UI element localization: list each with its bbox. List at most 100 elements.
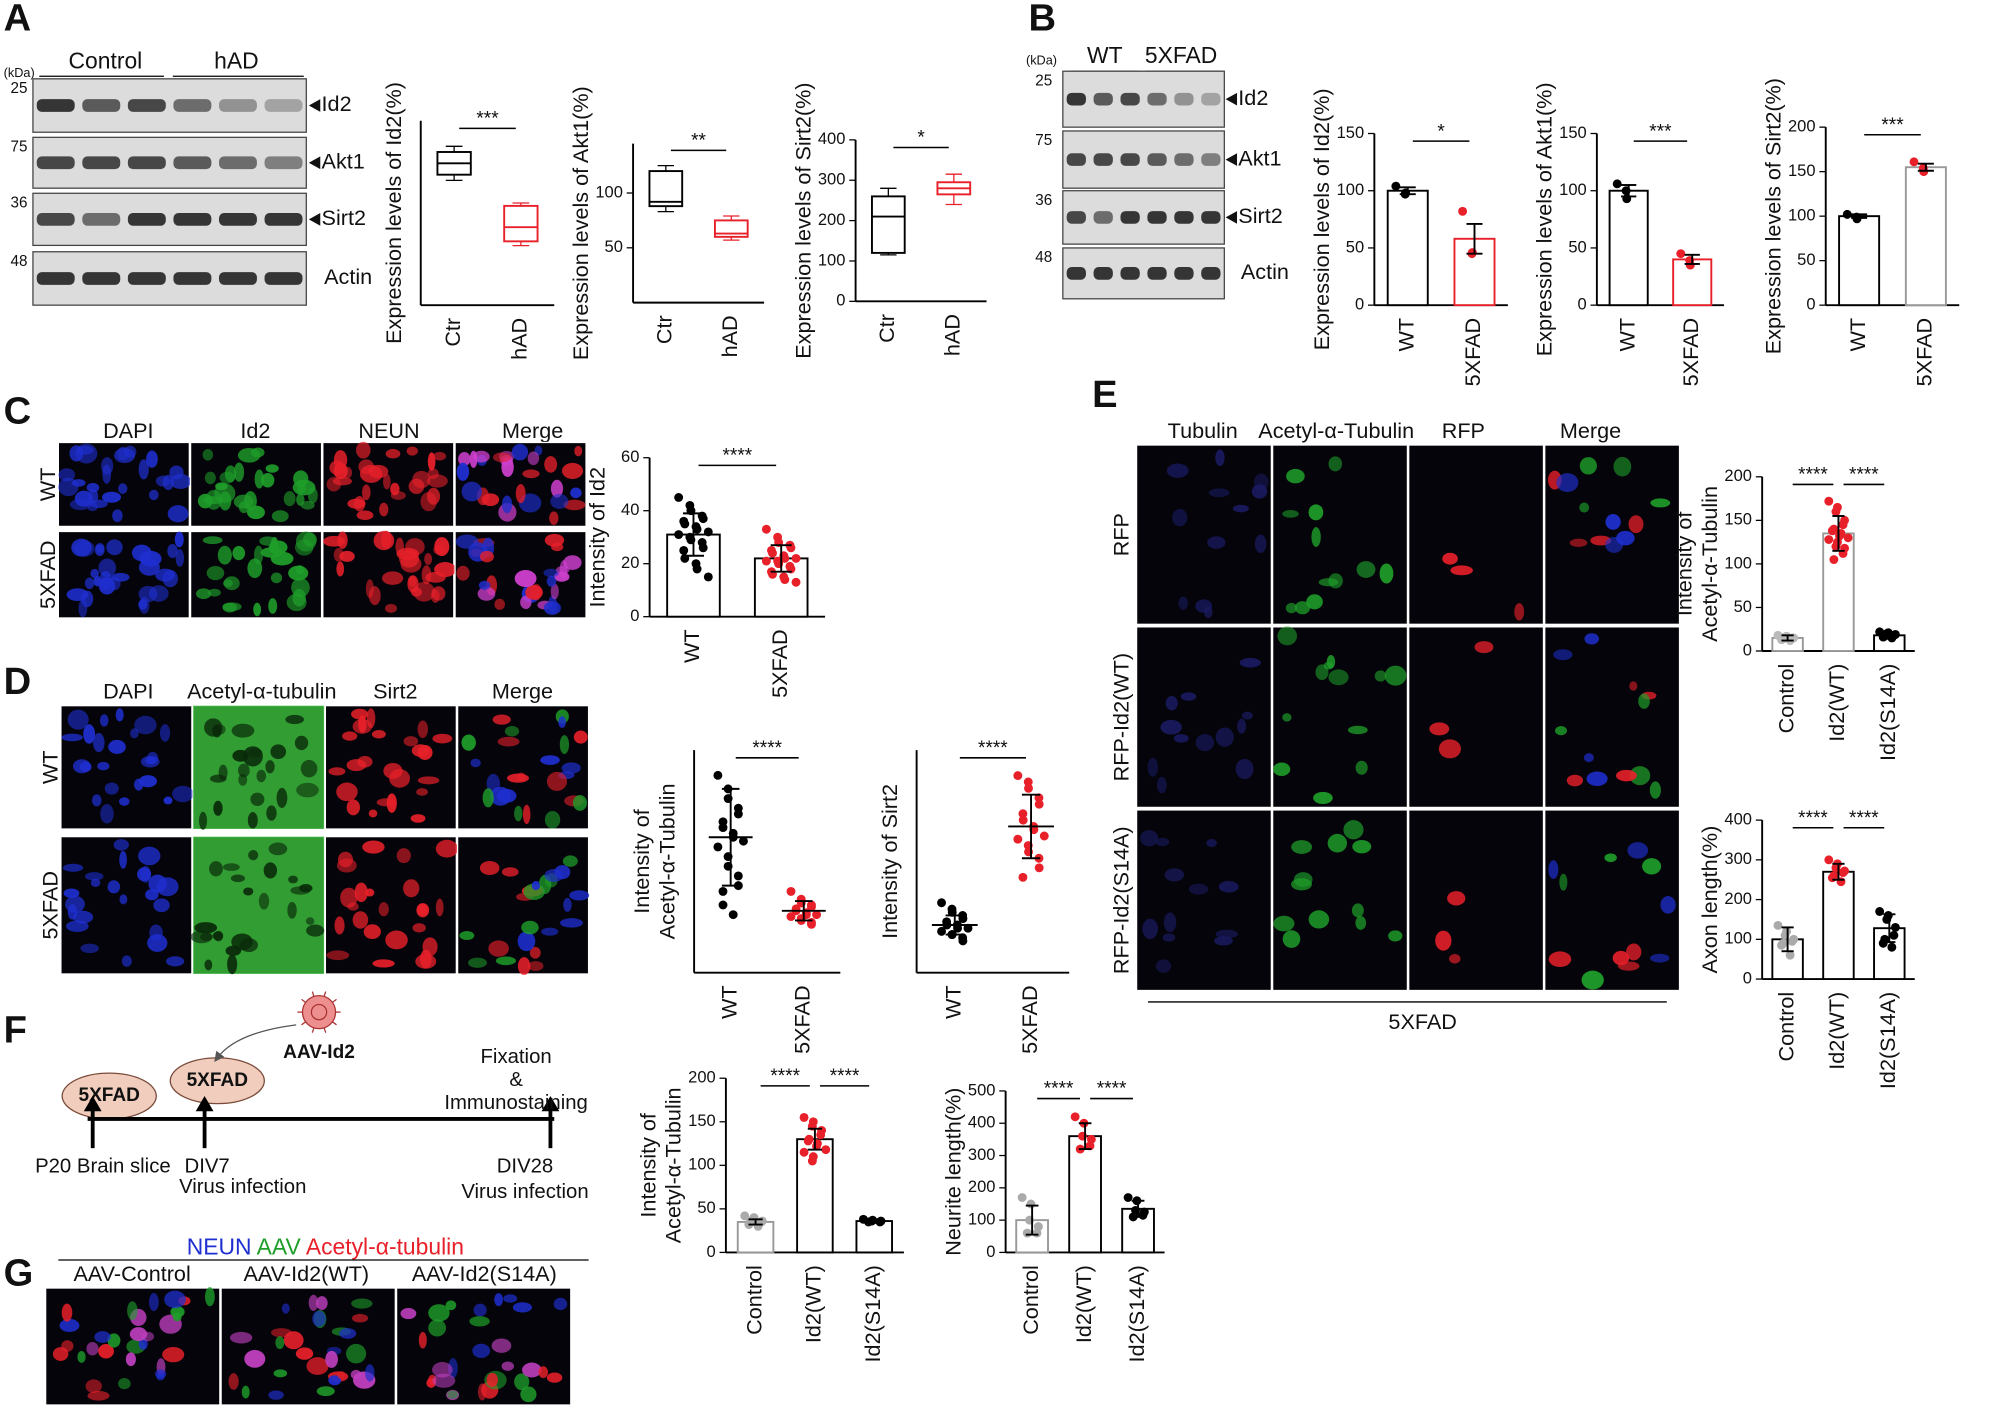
data-point [1785,950,1795,960]
cell [412,470,431,489]
y-tick-label: 300 [968,1145,996,1164]
x-tick-label: 5XFAD [767,629,792,697]
cell [202,536,223,545]
cell [1548,860,1559,879]
cell [1474,641,1494,654]
blot [1062,130,1225,189]
cell [352,911,369,929]
x-tick-label: hAD [507,318,532,360]
cell [514,805,523,822]
cell [258,892,270,910]
y-axis-label: Axon length(%) [1697,826,1722,974]
cell [287,901,297,919]
data-point [1013,834,1023,844]
cell [351,1313,369,1323]
data-point [1831,507,1841,517]
cell [209,774,227,783]
virus-core [310,1003,328,1021]
cell [416,788,428,796]
cell [61,1340,74,1352]
cell [511,443,529,461]
cell [232,545,246,561]
cell [67,709,89,730]
x-tick-label: WT [1845,318,1870,352]
cell [522,804,531,825]
y-tick-label: 150 [1559,123,1587,142]
cell [455,534,479,549]
data-point [1838,868,1848,878]
cell [271,510,289,523]
cell [1352,839,1372,854]
cell [261,473,275,488]
data-point [738,836,748,846]
cell [346,759,367,772]
panel-letter: B [1029,0,1057,39]
row-label: 5XFAD [38,871,63,939]
box [648,170,684,208]
group-label: Control [69,47,143,73]
cell [139,775,157,788]
cell [86,1341,99,1356]
cell [223,579,233,588]
cell [167,543,178,559]
bar [1838,215,1881,307]
column-label: Tubulin [1168,418,1238,443]
y-tick-label: 200 [1724,466,1752,485]
cell [479,860,500,876]
cell [468,957,487,968]
weight-label: 48 [10,253,27,270]
row-label: 5XFAD [35,540,60,608]
cell [99,714,109,727]
cell [294,735,309,751]
column-label: AAV-Id2(WT) [243,1261,369,1286]
cell [100,803,114,824]
y-axis-label: Expression levels of Akt1(%) [1532,82,1557,356]
virus-spike [332,998,337,1003]
cell [175,549,185,567]
column-label: Id2 [240,418,270,443]
data-point [1022,1228,1032,1238]
blot-band [264,99,303,112]
cell [162,1346,185,1363]
blot [32,136,307,189]
blot-band [1093,211,1113,224]
cell [164,1290,186,1309]
cell [1273,762,1291,776]
cell [415,954,437,969]
cell [1273,915,1295,932]
cell [265,760,275,774]
data-point [1018,815,1028,825]
step-note: Virus infection [461,1181,588,1203]
data-point [1123,1193,1133,1202]
cell [1313,791,1333,805]
y-tick-label: 400 [818,129,846,148]
cell [544,810,561,829]
data-point [1878,938,1888,948]
x-tick-label: hAD [940,314,965,356]
cell [263,862,278,879]
cell [268,598,278,614]
data-point [1824,496,1834,506]
cell [473,1303,487,1317]
blot-band [1120,267,1140,280]
blot-band [82,272,121,285]
cell [459,931,475,941]
cell [514,1373,530,1391]
cell [106,539,123,556]
cell [445,1300,457,1311]
data-point [703,527,713,537]
cell [204,718,223,737]
data-point [1889,930,1899,940]
blot-band [1147,153,1167,166]
micrograph [1408,809,1545,992]
cell [300,500,315,510]
cell [522,469,540,479]
cell [209,861,223,877]
cell [472,1343,491,1359]
cell [153,898,170,913]
cell [1384,665,1407,686]
blot-band [1174,153,1194,166]
cell [97,761,110,771]
data-point [1838,520,1848,530]
cell [1328,669,1349,686]
